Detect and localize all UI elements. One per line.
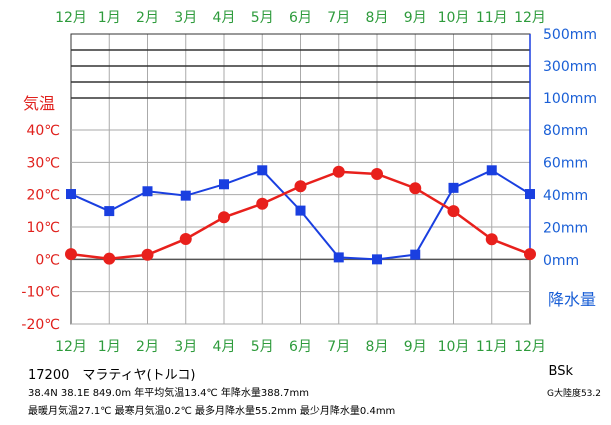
top-month-label: 2月 (136, 10, 159, 26)
precipitation-point (104, 206, 115, 217)
station-extremes-summary: 最暖月気温27.1℃ 最寒月気温0.2℃ 最多月降水量55.2mm 最少月降水量… (28, 406, 396, 417)
bottom-month-label: 9月 (404, 339, 427, 355)
series (65, 165, 536, 265)
top-month-label: 9月 (404, 10, 427, 26)
top-month-label: 5月 (251, 10, 274, 26)
bottom-month-label: 8月 (366, 339, 389, 355)
precipitation-point (257, 165, 268, 176)
top-month-label: 4月 (213, 10, 236, 26)
temperature-point (256, 197, 269, 210)
temperature-point (409, 182, 422, 195)
bottom-month-label: 12月 (55, 339, 87, 355)
bottom-month-label: 1月 (98, 339, 121, 355)
precipitation-point (525, 189, 535, 200)
bottom-month-label: 7月 (327, 339, 350, 355)
precipitation-tick-label: 60mm (543, 156, 588, 172)
top-month-label: 12月 (514, 10, 546, 26)
continentality-index: G大陸度53.2 (546, 389, 601, 399)
top-month-labels: 12月 1月 2月 3月 4月 5月 6月 7月 8月 9月 10月 11月 12月 (55, 10, 546, 26)
precipitation-tick-label: 80mm (543, 123, 588, 139)
bottom-month-label: 3月 (174, 339, 197, 355)
precipitation-point (410, 249, 421, 260)
bottom-month-labels: 12月 1月 2月 3月 4月 5月 6月 7月 8月 9月 10月 11月 12月 (55, 339, 546, 355)
top-month-label: 8月 (366, 10, 389, 26)
bottom-month-label: 4月 (213, 339, 236, 355)
bottom-month-label: 6月 (289, 339, 312, 355)
temperature-point (179, 232, 192, 245)
temperature-point (485, 233, 498, 246)
top-month-label: 3月 (174, 10, 197, 26)
temperature-point (218, 211, 230, 224)
temperature-tick-label: 10℃ (26, 220, 60, 236)
bottom-month-label: 5月 (251, 339, 274, 355)
top-month-label: 6月 (289, 10, 312, 26)
temperature-point (103, 252, 116, 265)
temperature-tick-label: 0℃ (35, 252, 60, 268)
precipitation-axis-ticks: 500mm 300mm 100mm 80mm 60mm 40mm 20mm 0mm (543, 27, 597, 269)
precipitation-point (295, 205, 306, 216)
bottom-month-label: 11月 (476, 339, 508, 355)
station-location-summary: 38.4N 38.1E 849.0m 年平均気温13.4℃ 年降水量388.7m… (28, 388, 310, 399)
precipitation-tick-label: 40mm (543, 188, 588, 204)
top-month-label: 11月 (476, 10, 508, 26)
bottom-month-label: 12月 (514, 339, 546, 355)
precipitation-axis-title: 降水量 (548, 290, 596, 309)
temperature-point (332, 165, 345, 178)
top-month-label: 12月 (55, 10, 87, 26)
temperature-axis-title: 気温 (23, 94, 55, 113)
temperature-axis-ticks: 40℃ 30℃ 20℃ 10℃ 0℃ -10℃ -20℃ (21, 123, 60, 333)
precipitation-tick-label: 0mm (543, 253, 579, 269)
station-name: 17200 マラティヤ(トルコ) (28, 368, 196, 383)
precipitation-point (142, 186, 153, 197)
top-month-label: 10月 (438, 10, 470, 26)
precipitation-tick-label: 300mm (543, 59, 597, 75)
temperature-point (65, 248, 77, 261)
top-month-label: 1月 (98, 10, 121, 26)
precipitation-point (486, 165, 497, 176)
temperature-point (447, 205, 460, 218)
temperature-point (294, 180, 307, 193)
temperature-point (371, 167, 383, 180)
climate-class: BSk (548, 364, 573, 379)
precipitation-point (333, 252, 344, 263)
precipitation-tick-label: 20mm (543, 221, 588, 237)
precipitation-tick-label: 500mm (543, 27, 597, 43)
precipitation-point (219, 179, 229, 190)
temperature-tick-label: -20℃ (21, 317, 60, 333)
temperature-tick-label: 40℃ (26, 123, 60, 139)
bottom-month-label: 10月 (438, 339, 470, 355)
precipitation-point (372, 254, 382, 265)
temperature-tick-label: 30℃ (26, 155, 60, 171)
precipitation-point (66, 189, 76, 200)
temperature-tick-label: -10℃ (21, 285, 60, 301)
precipitation-point (448, 182, 459, 193)
precipitation-point (180, 190, 191, 201)
temperature-point (141, 248, 154, 261)
temperature-point (524, 248, 536, 261)
temperature-tick-label: 20℃ (26, 188, 60, 204)
bottom-month-label: 2月 (136, 339, 159, 355)
top-month-label: 7月 (327, 10, 350, 26)
grid (70, 33, 531, 325)
precipitation-tick-label: 100mm (543, 91, 597, 107)
